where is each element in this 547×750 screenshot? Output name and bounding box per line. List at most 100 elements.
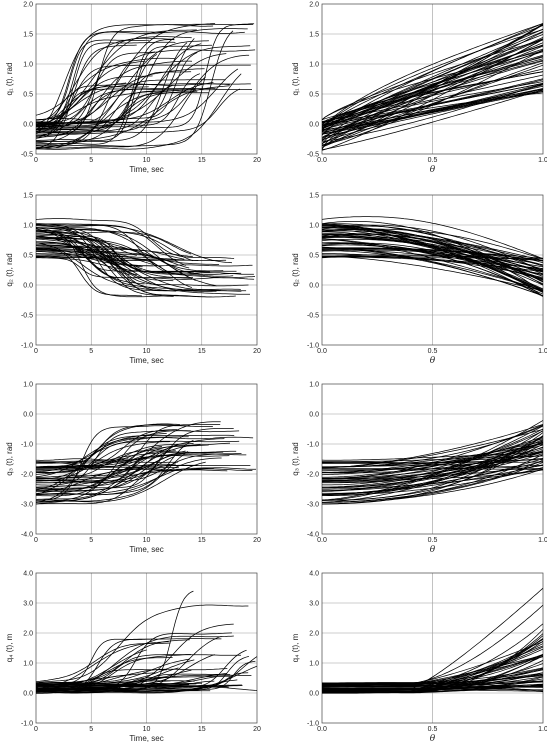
series-line (322, 250, 543, 296)
y-axis-label: q₂ (t), rad (5, 253, 14, 286)
x-axis-label: θ (430, 734, 436, 744)
series-line (36, 428, 234, 481)
series-line (36, 31, 245, 126)
series-line (322, 71, 543, 127)
series-line (322, 464, 543, 495)
x-tick-label: 5 (89, 157, 93, 164)
x-tick-label: 20 (253, 348, 261, 355)
series-line (36, 456, 174, 492)
series-line (36, 39, 175, 146)
series-line (322, 90, 543, 132)
series-line (322, 23, 543, 128)
series-line (322, 247, 543, 262)
series-line (36, 464, 198, 471)
series-line (36, 237, 217, 292)
series-line (322, 236, 543, 270)
series-group (322, 216, 543, 297)
series-line (322, 37, 543, 129)
y-tick-label: 0.0 (309, 122, 319, 129)
y-tick-label: 3.0 (23, 601, 33, 608)
series-line (36, 45, 251, 127)
series-line (36, 79, 226, 125)
y-axis-label: q₁ (t), rad (5, 63, 14, 96)
series-line (322, 436, 543, 479)
series-line (36, 684, 185, 688)
y-tick-label: 1.5 (309, 32, 319, 39)
series-line (36, 424, 190, 468)
series-line (36, 441, 171, 482)
x-tick-label: 15 (198, 726, 206, 733)
series-line (36, 229, 153, 291)
series-line (36, 90, 164, 128)
series-line (322, 256, 543, 292)
series-line (36, 436, 189, 478)
series-line (322, 233, 543, 273)
series-line (322, 430, 543, 486)
series-line (36, 225, 247, 292)
series-line (322, 83, 543, 142)
series-line (36, 60, 193, 144)
x-tick-label: 15 (198, 348, 206, 355)
series-line (322, 244, 543, 297)
series-line (322, 79, 543, 125)
series-line (36, 444, 209, 472)
series-line (322, 441, 543, 489)
series-line (36, 54, 250, 124)
series-line (322, 216, 543, 260)
x-tick-label: 1.0 (538, 537, 547, 544)
series-line (36, 230, 145, 285)
series-line (36, 83, 251, 132)
series-line (36, 465, 251, 479)
y-tick-label: 4.0 (309, 571, 319, 578)
series-line (36, 44, 213, 141)
series-line (36, 252, 242, 275)
series-line (36, 649, 247, 690)
x-tick-label: 5 (89, 537, 93, 544)
series-line (322, 468, 543, 470)
x-tick-label: 0 (34, 348, 38, 355)
series-line (36, 242, 242, 292)
series-line (36, 83, 230, 138)
y-tick-label: 2.0 (309, 2, 319, 9)
series-line (322, 23, 543, 131)
series-line (36, 244, 250, 295)
series-line (322, 461, 543, 470)
series-line (322, 45, 543, 141)
series-line (36, 657, 173, 685)
y-axis-label: q₃ (t), rad (291, 442, 300, 476)
series-line (322, 424, 543, 469)
y-axis-label: q₄ (t), m (291, 633, 300, 662)
y-tick-label: 2.0 (23, 2, 33, 9)
series-line (36, 440, 240, 474)
plot-frame (321, 194, 544, 346)
series-line (36, 39, 150, 121)
x-tick-label: 20 (253, 537, 261, 544)
y-tick-label: -2.0 (307, 472, 319, 479)
series-line (36, 430, 191, 497)
series-line (322, 654, 543, 692)
series-line (36, 223, 187, 266)
series-line (36, 424, 221, 469)
y-tick-label: 0.0 (309, 691, 319, 698)
x-tick-label: 20 (253, 157, 261, 164)
y-tick-label: -2.0 (21, 472, 33, 479)
series-line (322, 84, 543, 138)
y-tick-label: 2.0 (309, 631, 319, 638)
series-line (322, 60, 543, 145)
x-tick-label: 0 (34, 726, 38, 733)
x-tick-label: 10 (143, 726, 151, 733)
x-tick-label: 15 (198, 157, 206, 164)
y-tick-label: 2.0 (23, 631, 33, 638)
series-line (322, 83, 543, 133)
y-tick-label: -4.0 (21, 532, 33, 539)
series-line (36, 88, 240, 133)
y-tick-label: 0.0 (23, 122, 33, 129)
series-line (36, 469, 228, 490)
series-line (36, 457, 222, 496)
series-line (322, 224, 543, 272)
y-tick-label: 0.0 (23, 412, 33, 419)
x-tick-label: 0.0 (317, 157, 327, 164)
series-line (36, 64, 251, 139)
series-line (322, 685, 543, 690)
